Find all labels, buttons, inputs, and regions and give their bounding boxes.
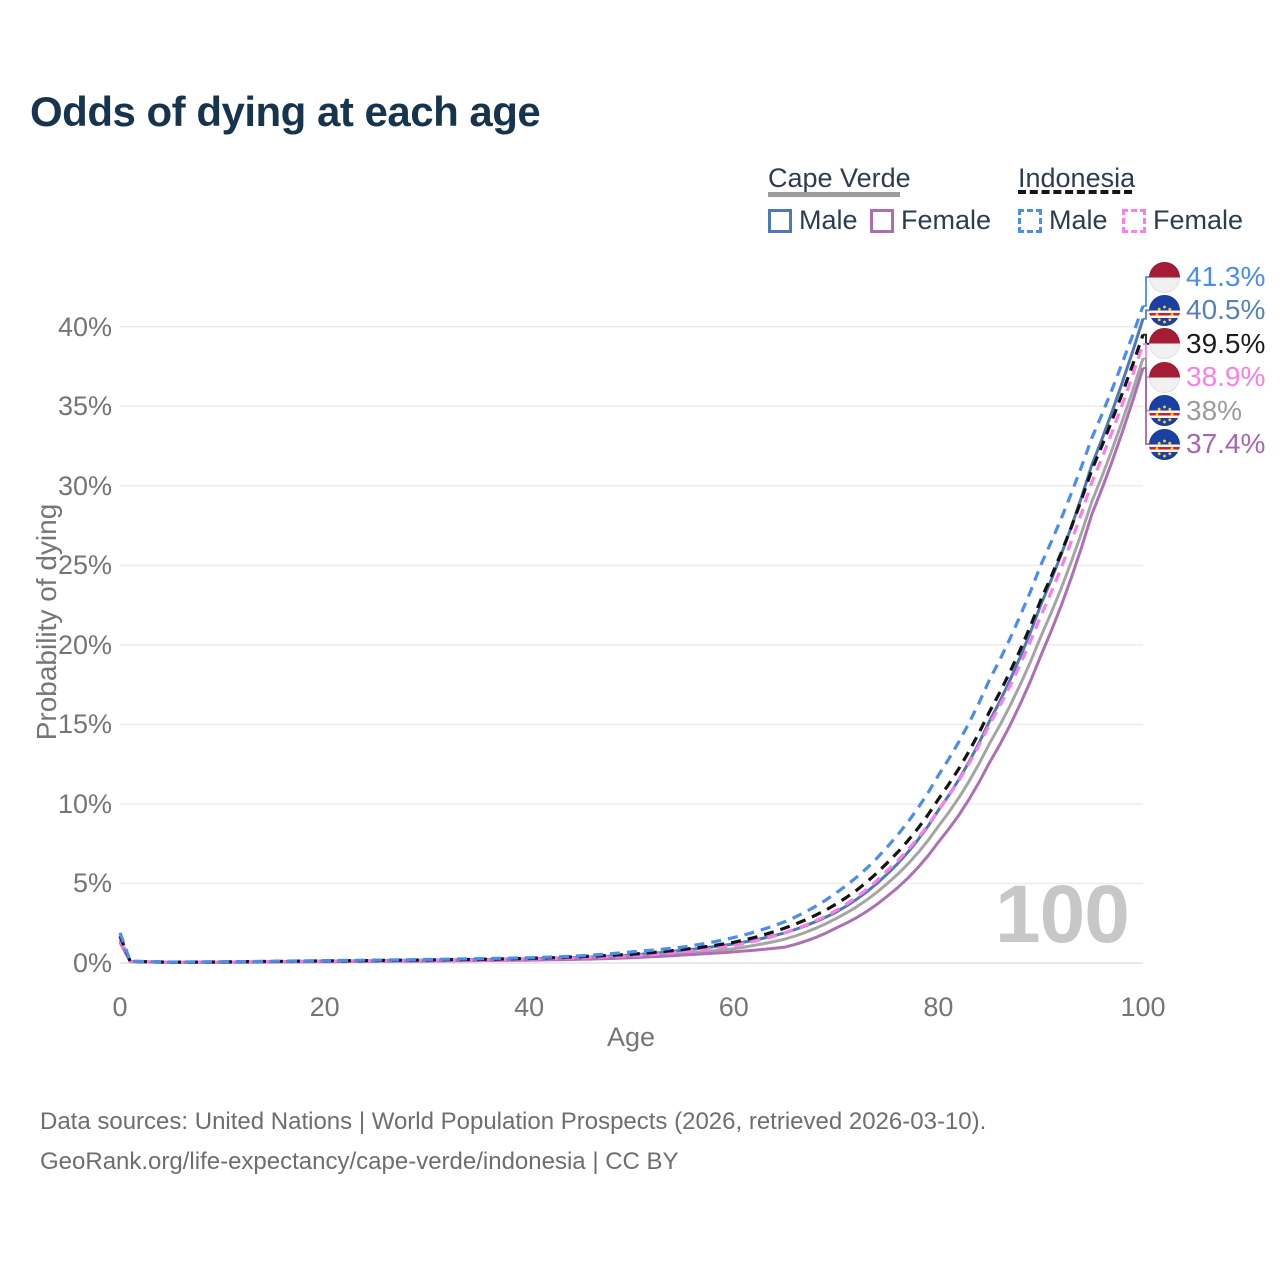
legend-group-cape-verde: Cape Verde [768, 163, 911, 193]
legend-item-label: Male [1049, 205, 1108, 235]
end-value-label: 39.5% [1186, 327, 1266, 359]
series-lines [118, 305, 1145, 964]
end-label-row-indonesia-female: 38.9% [1149, 361, 1265, 393]
legend-item-cape-verde-male[interactable]: Male [768, 205, 858, 236]
data-sources-text: Data sources: United Nations | World Pop… [40, 1108, 987, 1135]
end-value-label: 38.9% [1186, 361, 1266, 393]
x-axis-title: Age [606, 1022, 656, 1052]
end-label-row-indonesia-both-sexes: 39.5% [1149, 328, 1265, 360]
age-watermark: 100 [995, 869, 1130, 960]
series-line-indonesia-female[interactable] [118, 343, 1145, 964]
end-value-label: 37.4% [1186, 428, 1266, 459]
y-axis-title: Probability of dying [31, 503, 62, 741]
attribution-text: GeoRank.org/life-expectancy/cape-verde/i… [40, 1148, 679, 1175]
legend-item-label: Male [799, 205, 858, 235]
end-label-row-cape-verde-male: 40.5% [1149, 294, 1265, 326]
gridlines [120, 325, 1143, 964]
y-tick-label: 5% [72, 868, 112, 899]
cape-verde-male-swatch [768, 208, 792, 233]
series-line-cape-verde-male[interactable] [118, 318, 1145, 964]
indonesia-flag-icon [1149, 361, 1180, 393]
end-value-label: 41.3% [1186, 261, 1266, 292]
y-tick-label: 40% [57, 311, 112, 342]
legend-item-label: Female [1153, 205, 1244, 235]
indonesia-male-swatch [1018, 208, 1042, 233]
y-tick-label: 15% [57, 709, 112, 740]
end-value-label: 38% [1186, 394, 1243, 426]
x-tick-label: 100 [1120, 992, 1166, 1022]
y-tick-label: 35% [57, 391, 112, 422]
cape-verde-flag-icon [1149, 428, 1180, 460]
x-tick-label: 20 [309, 992, 340, 1022]
cape-verde-solid-line-swatch [768, 192, 900, 197]
series-line-cape-verde-female[interactable] [118, 367, 1145, 964]
x-tick-label: 60 [718, 992, 749, 1022]
series-line-cape-verde-both-sexes[interactable] [118, 358, 1145, 964]
x-tick-label: 80 [923, 992, 954, 1022]
indonesia-flag-icon [1149, 261, 1180, 293]
indonesia-dashed-line-swatch [1018, 190, 1132, 194]
series-line-indonesia-both-sexes[interactable] [118, 334, 1145, 964]
legend-item-indonesia-male[interactable]: Male [1018, 205, 1108, 236]
end-label-row-indonesia-male: 41.3% [1149, 261, 1265, 293]
x-tick-label: 40 [514, 992, 545, 1022]
page-title: Odds of dying at each age [30, 88, 541, 135]
legend-item-indonesia-female[interactable]: Female [1122, 205, 1243, 236]
end-label-row-cape-verde-female: 37.4% [1149, 428, 1265, 460]
end-value-label: 40.5% [1186, 294, 1266, 326]
end-label-row-cape-verde-both-sexes: 38% [1149, 395, 1242, 427]
legend-group-indonesia: Indonesia [1018, 163, 1136, 193]
x-tick-label: 0 [112, 992, 128, 1022]
y-tick-label: 20% [57, 629, 112, 660]
indonesia-female-swatch [1122, 208, 1146, 233]
legend-item-label: Female [901, 205, 992, 235]
y-tick-label: 25% [57, 550, 112, 581]
series-line-indonesia-male[interactable] [118, 305, 1145, 964]
cape-verde-female-swatch [870, 208, 894, 233]
cape-verde-flag-icon [1149, 395, 1180, 427]
y-tick-label: 10% [57, 788, 112, 819]
legend-item-cape-verde-female[interactable]: Female [870, 205, 991, 236]
y-tick-label: 30% [57, 470, 112, 501]
y-tick-label: 0% [72, 948, 112, 978]
indonesia-flag-icon [1149, 328, 1180, 360]
cape-verde-flag-icon [1149, 294, 1180, 326]
